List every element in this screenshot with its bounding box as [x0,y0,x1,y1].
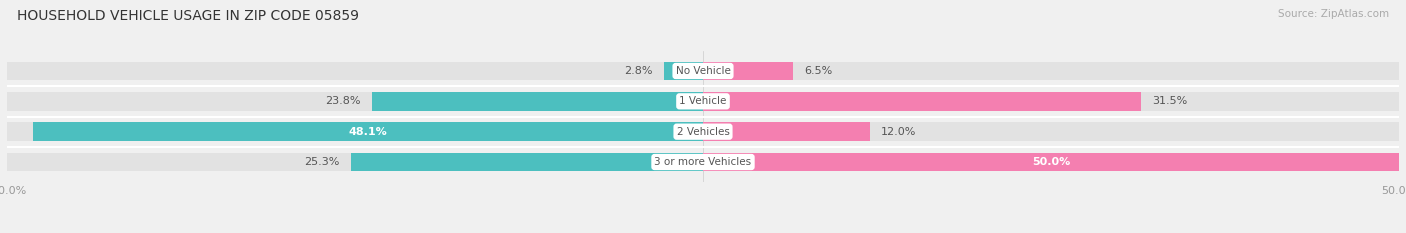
Bar [703,153,1399,171]
Bar [7,153,1399,171]
Bar [7,62,1399,80]
Bar [371,92,703,111]
Bar [664,62,703,80]
Text: 2 Vehicles: 2 Vehicles [676,127,730,137]
Text: 48.1%: 48.1% [349,127,388,137]
Text: Source: ZipAtlas.com: Source: ZipAtlas.com [1278,9,1389,19]
Text: 12.0%: 12.0% [882,127,917,137]
Text: 6.5%: 6.5% [804,66,832,76]
Bar [7,122,1399,141]
Text: No Vehicle: No Vehicle [675,66,731,76]
Bar [352,153,703,171]
Text: 25.3%: 25.3% [304,157,340,167]
Text: 1 Vehicle: 1 Vehicle [679,96,727,106]
Text: 50.0%: 50.0% [1032,157,1070,167]
Bar [703,122,870,141]
Bar [34,122,703,141]
Text: 3 or more Vehicles: 3 or more Vehicles [654,157,752,167]
Bar [703,62,793,80]
Text: 2.8%: 2.8% [624,66,652,76]
Text: 31.5%: 31.5% [1153,96,1188,106]
Text: HOUSEHOLD VEHICLE USAGE IN ZIP CODE 05859: HOUSEHOLD VEHICLE USAGE IN ZIP CODE 0585… [17,9,359,23]
Text: 23.8%: 23.8% [325,96,360,106]
Bar [703,92,1142,111]
Bar [7,92,1399,111]
